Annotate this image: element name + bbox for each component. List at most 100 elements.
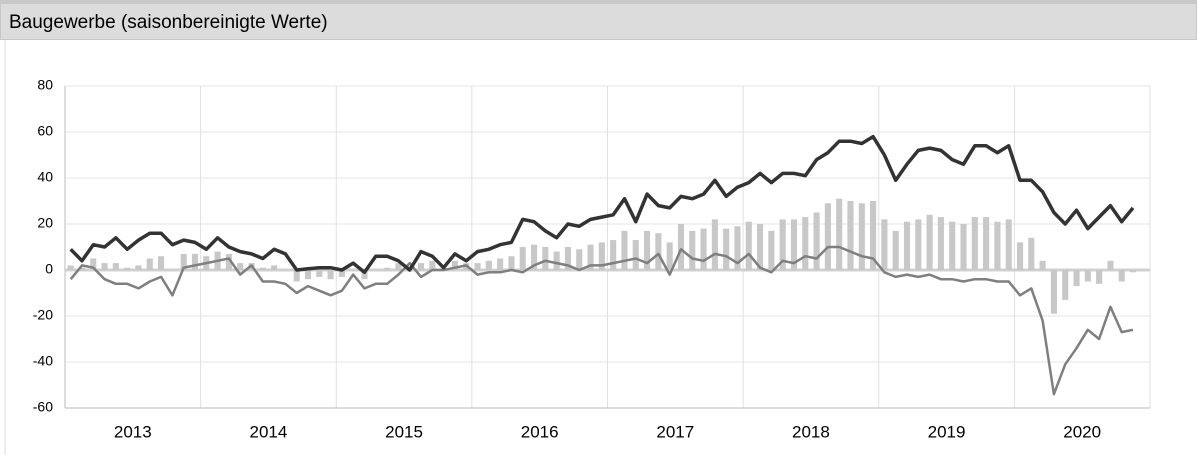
bar	[757, 224, 764, 270]
bar	[587, 244, 594, 270]
bar	[271, 265, 278, 270]
bar	[316, 270, 323, 277]
bar	[417, 263, 425, 270]
bar	[304, 270, 312, 280]
bar	[259, 267, 266, 270]
bar	[237, 263, 244, 270]
bar	[971, 217, 978, 270]
x-tick-label: 2020	[1063, 422, 1101, 441]
bar	[915, 219, 922, 270]
bar	[892, 230, 899, 270]
bar	[146, 258, 153, 270]
bar	[689, 230, 696, 270]
bar	[790, 219, 798, 270]
bar	[836, 198, 843, 270]
y-tick-label: 20	[37, 215, 53, 231]
bar	[90, 258, 97, 270]
bar	[655, 233, 662, 270]
y-tick-label: 40	[37, 169, 53, 185]
bar	[508, 256, 515, 270]
x-tick-label: 2015	[385, 422, 423, 441]
bar	[745, 221, 752, 270]
bar	[824, 203, 831, 270]
bar	[711, 219, 718, 270]
bar	[225, 253, 232, 270]
bar	[644, 230, 651, 270]
y-tick-label: -40	[33, 353, 53, 369]
y-tick-label: -60	[33, 399, 53, 415]
bar	[101, 263, 108, 270]
bar	[124, 267, 131, 270]
bar	[983, 217, 990, 270]
bar	[813, 212, 820, 270]
bar	[1050, 270, 1057, 314]
x-tick-label: 2019	[928, 422, 966, 441]
bar	[734, 226, 741, 270]
bar	[395, 263, 402, 270]
bar	[621, 230, 628, 270]
bar	[1129, 270, 1137, 273]
bar	[191, 253, 199, 270]
bar	[361, 270, 368, 280]
bar	[553, 251, 560, 270]
y-tick-label: 60	[37, 123, 53, 139]
bar	[994, 221, 1001, 270]
header: Baugewerbe (saisonbereinigte Werte)	[0, 0, 1197, 40]
bar	[180, 253, 187, 270]
bar	[338, 270, 345, 277]
bar	[485, 260, 492, 270]
bar	[632, 240, 639, 270]
line	[69, 245, 1134, 396]
bar	[1005, 219, 1012, 270]
bar	[451, 260, 458, 270]
bar	[1107, 260, 1114, 270]
bar	[1073, 270, 1080, 287]
bar	[677, 224, 685, 270]
bar	[937, 217, 944, 270]
bar	[542, 247, 549, 270]
bar	[847, 201, 854, 270]
bar	[327, 270, 334, 280]
bar	[598, 242, 605, 270]
x-tick-label: 2018	[792, 422, 830, 441]
bar	[384, 267, 391, 270]
bar	[576, 249, 583, 270]
bar	[158, 256, 165, 270]
y-tick-label: -20	[33, 307, 53, 323]
bar	[1118, 270, 1125, 282]
bar	[497, 258, 504, 270]
bar	[564, 247, 571, 270]
y-tick-label: 0	[45, 261, 53, 277]
bar	[78, 267, 86, 270]
bar	[768, 230, 775, 270]
bar	[1028, 237, 1035, 270]
bar	[779, 219, 786, 270]
bar	[881, 219, 888, 270]
bar	[723, 228, 730, 270]
x-tick-label: 2014	[250, 422, 288, 441]
y-tick-label: 80	[37, 77, 53, 93]
bar	[610, 240, 617, 270]
bar	[1039, 260, 1046, 270]
bar	[1016, 242, 1024, 270]
x-tick-label: 2016	[521, 422, 559, 441]
bar	[519, 247, 526, 270]
bar	[858, 203, 865, 270]
bar	[1096, 270, 1103, 284]
x-tick-label: 2017	[656, 422, 694, 441]
chart-title: Baugewerbe (saisonbereinigte Werte)	[9, 12, 328, 33]
bar	[870, 201, 877, 270]
bar	[429, 260, 436, 270]
bar	[293, 270, 300, 282]
bar	[112, 263, 119, 270]
bar	[960, 224, 967, 270]
bar	[802, 217, 809, 270]
bar	[949, 221, 956, 270]
bar	[1062, 270, 1069, 300]
bar	[530, 244, 538, 270]
bar	[903, 221, 911, 270]
bar	[926, 214, 933, 270]
bar	[135, 265, 142, 270]
bar	[666, 242, 673, 270]
